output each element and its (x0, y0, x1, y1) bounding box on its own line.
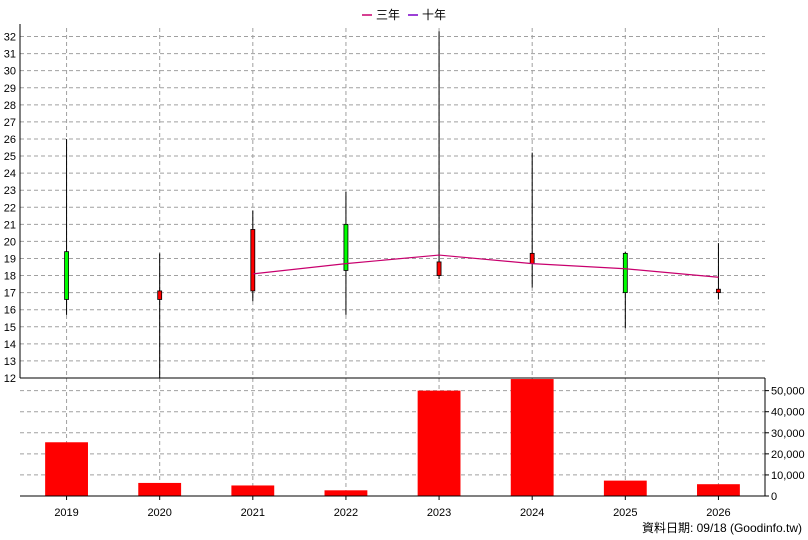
price-tick-label: 16 (4, 305, 16, 317)
x-tick-label: 2025 (613, 507, 637, 519)
candle-body (436, 261, 442, 276)
candle-body (157, 290, 163, 300)
volume-tick-label: 50,000 (771, 386, 805, 398)
price-tick-label: 15 (4, 322, 16, 334)
price-tick-label: 20 (4, 236, 16, 248)
price-tick-label: 18 (4, 271, 16, 283)
x-axis: 2019 2020 2021 2022 2023 2024 2025 2026 (54, 496, 731, 519)
volume-bar (603, 480, 647, 496)
price-tick-label: 31 (4, 49, 16, 61)
price-tick-label: 17 (4, 288, 16, 300)
price-tick-label: 24 (4, 168, 16, 180)
candle-body (716, 288, 721, 294)
price-tick-label: 27 (4, 117, 16, 129)
volume-tick-label: 40,000 (771, 407, 805, 419)
price-tick-label: 13 (4, 356, 16, 368)
price-tick-label: 26 (4, 134, 16, 146)
price-tick-label: 23 (4, 185, 16, 197)
x-tick-label: 2020 (147, 507, 171, 519)
volume-bar (324, 490, 368, 496)
candle-body (64, 251, 69, 300)
x-tick-label: 2019 (54, 507, 78, 519)
volume-tick-label: 0 (771, 491, 777, 503)
volume-bar (697, 484, 740, 496)
legend: 三年 十年 (362, 8, 446, 22)
volume-bar (417, 390, 461, 496)
legend-label: 十年 (422, 8, 446, 22)
x-tick-label: 2023 (427, 507, 451, 519)
price-tick-label: 14 (4, 339, 16, 351)
volume-bar (45, 442, 88, 496)
x-tick-label: 2026 (706, 507, 730, 519)
volume-bar (138, 482, 182, 496)
candle-body (343, 223, 349, 271)
volume-tick-label: 20,000 (771, 449, 805, 461)
price-tick-label: 30 (4, 66, 16, 78)
volume-bars (45, 379, 740, 496)
price-y-axis: 12 13 14 15 16 17 18 19 20 21 22 23 24 25 26 27 28 29 30 31… (4, 32, 16, 385)
volume-bar (510, 379, 554, 496)
volume-tick-label: 30,000 (771, 428, 805, 440)
volume-grid (20, 378, 765, 497)
data-date-footer: 資料日期: 09/18 (Goodinfo.tw) (642, 521, 802, 535)
axes-frame (19, 24, 766, 497)
price-tick-label: 29 (4, 83, 16, 95)
price-tick-label: 25 (4, 151, 16, 163)
volume-bar (231, 485, 275, 496)
x-tick-label: 2021 (241, 507, 265, 519)
candle-body (529, 252, 535, 265)
x-tick-label: 2024 (520, 507, 544, 519)
price-tick-label: 28 (4, 100, 16, 112)
candle-body (622, 252, 628, 294)
price-tick-label: 22 (4, 202, 16, 214)
ma-line-three-year (252, 254, 719, 278)
price-tick-label: 21 (4, 219, 16, 231)
candlesticks (64, 31, 721, 378)
price-tick-label: 32 (4, 32, 16, 44)
price-grid (20, 28, 765, 379)
candle-body (250, 229, 256, 292)
moving-average-lines (252, 254, 719, 278)
price-tick-label: 12 (4, 373, 16, 385)
x-tick-label: 2022 (334, 507, 358, 519)
legend-label: 三年 (376, 8, 400, 22)
volume-y-axis: 0 10,000 20,000 30,000 40,000 50,000 (765, 386, 805, 503)
volume-tick-label: 10,000 (771, 470, 805, 482)
price-tick-label: 19 (4, 253, 16, 265)
